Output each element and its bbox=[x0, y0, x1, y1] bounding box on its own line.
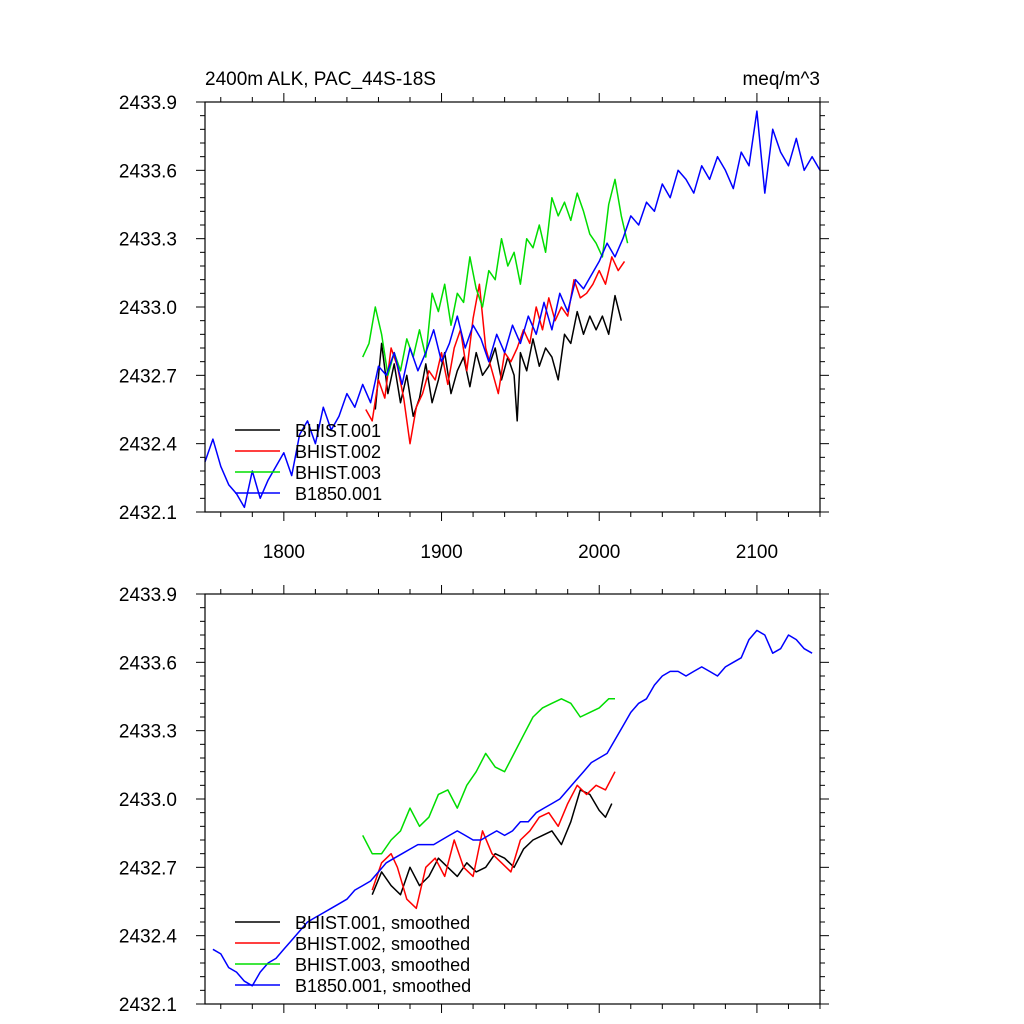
series-line-3 bbox=[362, 178, 629, 377]
y-tick-label: 2433.9 bbox=[119, 93, 177, 114]
y-tick-label: 2433.0 bbox=[119, 790, 177, 811]
legend-label-3: BHIST.003 bbox=[295, 463, 381, 483]
series-line-4 bbox=[204, 110, 821, 509]
legend-label-2: BHIST.002, smoothed bbox=[295, 934, 470, 954]
legend-label-1: BHIST.001, smoothed bbox=[295, 913, 470, 933]
series-line-1 bbox=[374, 294, 623, 422]
legend-label-2: BHIST.002 bbox=[295, 442, 381, 462]
x-tick-label: 2100 bbox=[736, 542, 778, 563]
chart-title: 2400m ALK, PAC_44S-18S bbox=[205, 69, 436, 90]
y-tick-label: 2432.1 bbox=[119, 503, 177, 524]
y-tick-label: 2432.7 bbox=[119, 858, 177, 879]
y-tick-label: 2433.3 bbox=[119, 230, 177, 251]
y-tick-label: 2433.0 bbox=[119, 298, 177, 319]
x-tick-label: 2000 bbox=[578, 542, 620, 563]
series-line-2 bbox=[365, 256, 626, 445]
y-tick-label: 2432.7 bbox=[119, 366, 177, 387]
x-tick-label: 1800 bbox=[263, 542, 305, 563]
series-line-4 bbox=[212, 629, 813, 987]
legend-label-4: B1850.001, smoothed bbox=[295, 976, 471, 996]
y-tick-label: 2433.6 bbox=[119, 161, 177, 182]
y-tick-label: 2432.4 bbox=[119, 927, 178, 948]
legend-label-3: BHIST.003, smoothed bbox=[295, 955, 470, 975]
y-tick-label: 2432.4 bbox=[119, 435, 178, 456]
y-tick-label: 2433.6 bbox=[119, 653, 177, 674]
series-line-2 bbox=[371, 771, 616, 910]
legend-label-1: BHIST.001 bbox=[295, 421, 381, 441]
y-tick-label: 2433.3 bbox=[119, 722, 177, 743]
x-tick-label: 1900 bbox=[420, 542, 462, 563]
chart-units: meq/m^3 bbox=[742, 69, 820, 90]
chart-panel-2: 2432.1 2432.4 2432.7 2433.0 2433.3 2433.6 2433… bbox=[119, 585, 829, 1016]
legend-label-4: B1850.001 bbox=[295, 484, 382, 504]
y-tick-label: 2432.1 bbox=[119, 995, 177, 1016]
y-tick-label: 2433.9 bbox=[119, 585, 177, 606]
series-line-1 bbox=[371, 789, 613, 896]
chart-panel-1: 2432.1 2432.4 2432.7 2433.0 2433.3 2433.6 2433… bbox=[119, 69, 829, 563]
series-line-3 bbox=[362, 698, 615, 855]
